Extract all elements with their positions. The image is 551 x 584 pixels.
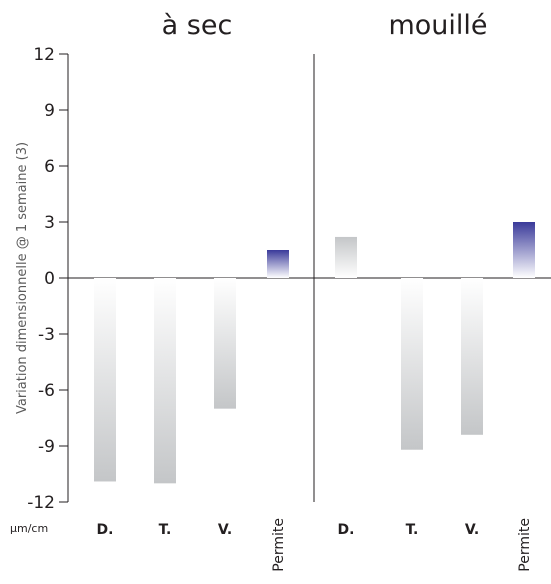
y-tick-label: -12 <box>27 493 55 513</box>
y-tick-label: 3 <box>44 213 55 233</box>
y-tick-label: 9 <box>44 101 55 121</box>
category-label: V. <box>465 522 479 538</box>
bar-wet-1 <box>335 236 357 278</box>
bar-dry-1 <box>94 278 116 482</box>
y-tick-label: 12 <box>33 45 55 65</box>
bar-wet-4 <box>513 222 535 278</box>
category-labels: D. T. V. Permite D. T. V. Permite <box>97 518 533 572</box>
category-label: T. <box>406 522 419 538</box>
bar-wet-2 <box>401 278 423 450</box>
y-tick-label: 6 <box>44 157 55 177</box>
category-label: Permite <box>271 518 287 572</box>
panel-title-wet: mouillé <box>388 10 487 41</box>
bar-dry-2 <box>154 278 176 484</box>
category-label: D. <box>338 522 355 538</box>
bar-wet-3 <box>461 278 483 435</box>
category-label: V. <box>218 522 232 538</box>
bars <box>94 222 535 484</box>
y-axis-unit: µm/cm <box>10 522 48 535</box>
category-label: D. <box>97 522 114 538</box>
y-tick-label: -6 <box>38 381 55 401</box>
y-tick-label: 0 <box>44 269 55 289</box>
y-axis-ticks: 12 9 6 3 0 -3 -6 -9 -12 <box>27 45 68 513</box>
category-label: Permite <box>517 518 533 572</box>
category-label: T. <box>159 522 172 538</box>
panel-title-dry: à sec <box>162 10 233 41</box>
y-tick-label: -9 <box>38 437 55 457</box>
y-tick-label: -3 <box>38 325 55 345</box>
bar-dry-4 <box>267 250 289 278</box>
y-axis-label: Variation dimensionnelle @ 1 semaine (3) <box>15 142 30 414</box>
bar-dry-3 <box>214 278 236 409</box>
